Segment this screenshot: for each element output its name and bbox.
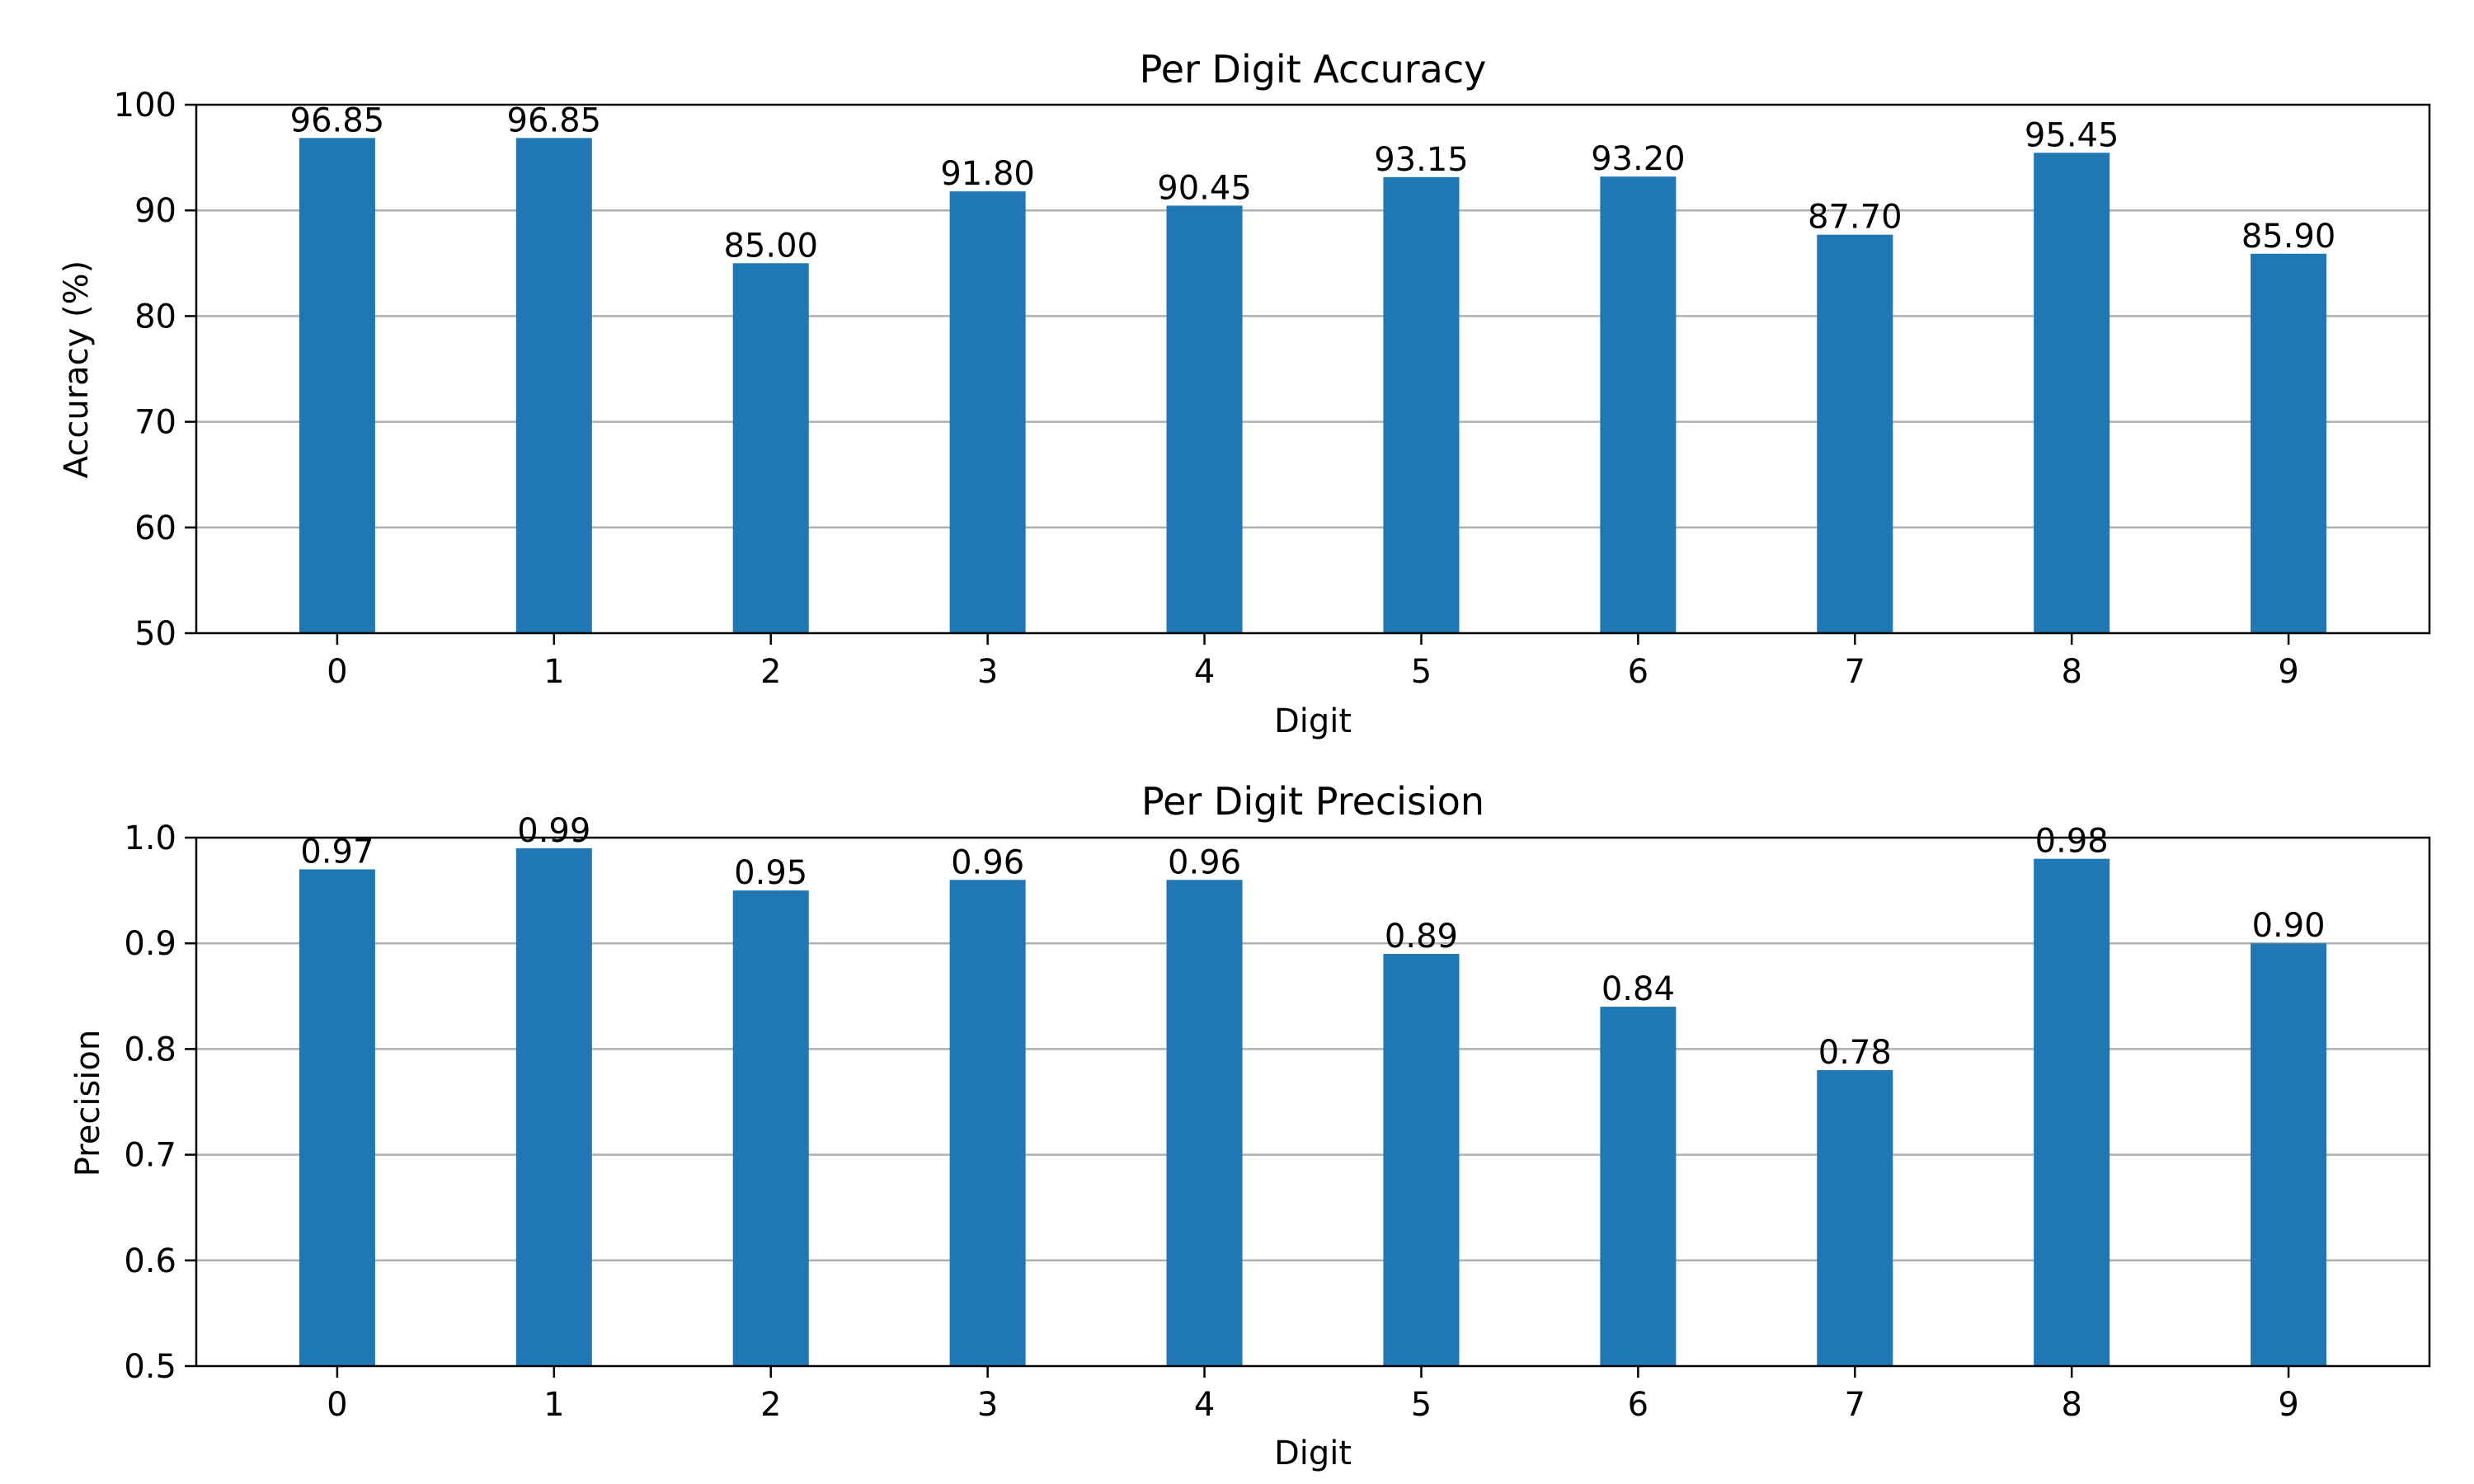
- precision-bar-0: [299, 869, 375, 1366]
- accuracy-bar-2: [732, 263, 809, 633]
- precision-xtick-label: 0: [327, 1386, 347, 1424]
- accuracy-xtick-label: 5: [1411, 653, 1432, 691]
- accuracy-bar-0: [299, 138, 375, 633]
- accuracy-xtick-label: 1: [543, 653, 564, 691]
- accuracy-bar-label-8: 95.45: [2025, 116, 2119, 154]
- precision-axes-frame: [195, 836, 2431, 1368]
- precision-bar-5: [1383, 954, 1460, 1366]
- accuracy-xtick-label: 0: [327, 653, 347, 691]
- accuracy-bar-9: [2251, 253, 2327, 633]
- precision-ytick-label: 1.0: [124, 819, 176, 857]
- precision-ytick-label: 0.5: [124, 1348, 176, 1386]
- precision-xtick-label: 1: [543, 1386, 564, 1424]
- precision-chart: Per Digit Precision Digit Precision 0.97…: [69, 779, 2431, 1472]
- precision-xtick-label: 9: [2278, 1386, 2298, 1424]
- precision-xtick-label: 8: [2061, 1386, 2081, 1424]
- accuracy-bar-7: [1817, 234, 1893, 633]
- precision-xtick-label: 5: [1411, 1386, 1432, 1424]
- precision-chart-xlabel: Digit: [1274, 1435, 1352, 1472]
- precision-chart-ylabel: Precision: [69, 1030, 107, 1176]
- accuracy-bar-4: [1166, 205, 1243, 633]
- precision-bar-4: [1166, 880, 1243, 1366]
- accuracy-bar-label-1: 96.85: [507, 101, 602, 139]
- precision-ytick-label: 0.6: [124, 1242, 176, 1280]
- precision-chart-plot: 0.970.990.95 0.96 0.960.890.840.780.980.90…: [124, 812, 2431, 1424]
- accuracy-chart-xlabel: Digit: [1274, 702, 1352, 740]
- accuracy-xtick-label: 3: [977, 653, 998, 691]
- accuracy-ytick-label: 50: [134, 615, 176, 653]
- precision-xtick-label: 2: [760, 1386, 781, 1424]
- precision-bar-6: [1600, 1007, 1677, 1366]
- accuracy-bar-label-0: 96.85: [290, 101, 385, 139]
- accuracy-chart-plot: 96.85 96.85 85.00 91.80 90.45 93.15 93.20 87.70…: [114, 87, 2431, 691]
- precision-bar-3: [949, 880, 1026, 1366]
- precision-chart-title: Per Digit Precision: [1141, 779, 1484, 824]
- precision-xtick-label: 3: [977, 1386, 998, 1424]
- accuracy-ytick-label: 90: [134, 192, 176, 230]
- precision-bar-label-0: 0.97: [300, 833, 374, 871]
- precision-bar-2: [732, 890, 809, 1366]
- precision-bar-label-2: 0.95: [734, 854, 807, 892]
- accuracy-xtick-label: 4: [1194, 653, 1215, 691]
- accuracy-bar-3: [949, 191, 1026, 633]
- accuracy-ytick-label: 100: [114, 87, 176, 124]
- precision-ytick-label: 0.7: [124, 1137, 176, 1175]
- precision-bar-7: [1817, 1070, 1893, 1366]
- precision-bar-label-5: 0.89: [1385, 918, 1458, 956]
- accuracy-xtick-label: 6: [1628, 653, 1649, 691]
- accuracy-bar-label-4: 90.45: [1157, 169, 1252, 207]
- accuracy-bar-5: [1383, 176, 1460, 633]
- accuracy-chart-title: Per Digit Accuracy: [1140, 47, 1487, 92]
- accuracy-xtick-label: 8: [2061, 653, 2081, 691]
- precision-ytick-label: 0.8: [124, 1031, 176, 1068]
- accuracy-bar-label-7: 87.70: [1808, 199, 1903, 237]
- precision-xtick-label: 7: [1845, 1386, 1865, 1424]
- accuracy-bar-label-6: 93.20: [1591, 140, 1686, 178]
- accuracy-xtick-label: 2: [760, 653, 781, 691]
- accuracy-ytick-label: 70: [134, 404, 176, 442]
- accuracy-bar-6: [1600, 176, 1677, 633]
- precision-ytick-label: 0.9: [124, 925, 176, 963]
- precision-bar-label-7: 0.78: [1818, 1034, 1892, 1072]
- accuracy-chart: Per Digit Accuracy Digit Accuracy (%) 96…: [58, 47, 2431, 740]
- precision-bar-1: [515, 848, 592, 1366]
- accuracy-bar-label-2: 85.00: [723, 227, 818, 265]
- accuracy-ytick-label: 60: [134, 510, 176, 547]
- accuracy-chart-ylabel: Accuracy (%): [58, 261, 96, 479]
- precision-bar-label-8: 0.98: [2035, 823, 2109, 861]
- precision-bar-label-6: 0.84: [1602, 970, 1675, 1008]
- precision-bar-8: [2034, 858, 2110, 1366]
- accuracy-axes-frame: [195, 103, 2431, 635]
- accuracy-xtick-label: 9: [2278, 653, 2298, 691]
- accuracy-xtick-label: 7: [1845, 653, 1865, 691]
- accuracy-bar-label-3: 91.80: [940, 155, 1035, 193]
- accuracy-bar-label-5: 93.15: [1374, 141, 1469, 179]
- precision-bar-label-9: 0.90: [2252, 907, 2326, 945]
- accuracy-bar-1: [515, 138, 592, 633]
- precision-bar-label-4: 0.96: [1168, 843, 1241, 881]
- precision-bar-9: [2251, 943, 2327, 1366]
- precision-bar-label-1: 0.99: [517, 812, 590, 850]
- accuracy-bar-8: [2034, 153, 2110, 633]
- accuracy-ytick-label: 80: [134, 298, 176, 336]
- precision-xtick-label: 6: [1628, 1386, 1649, 1424]
- accuracy-bar-label-9: 85.90: [2241, 218, 2336, 256]
- precision-bar-label-3: 0.96: [951, 843, 1024, 881]
- precision-xtick-label: 4: [1194, 1386, 1215, 1424]
